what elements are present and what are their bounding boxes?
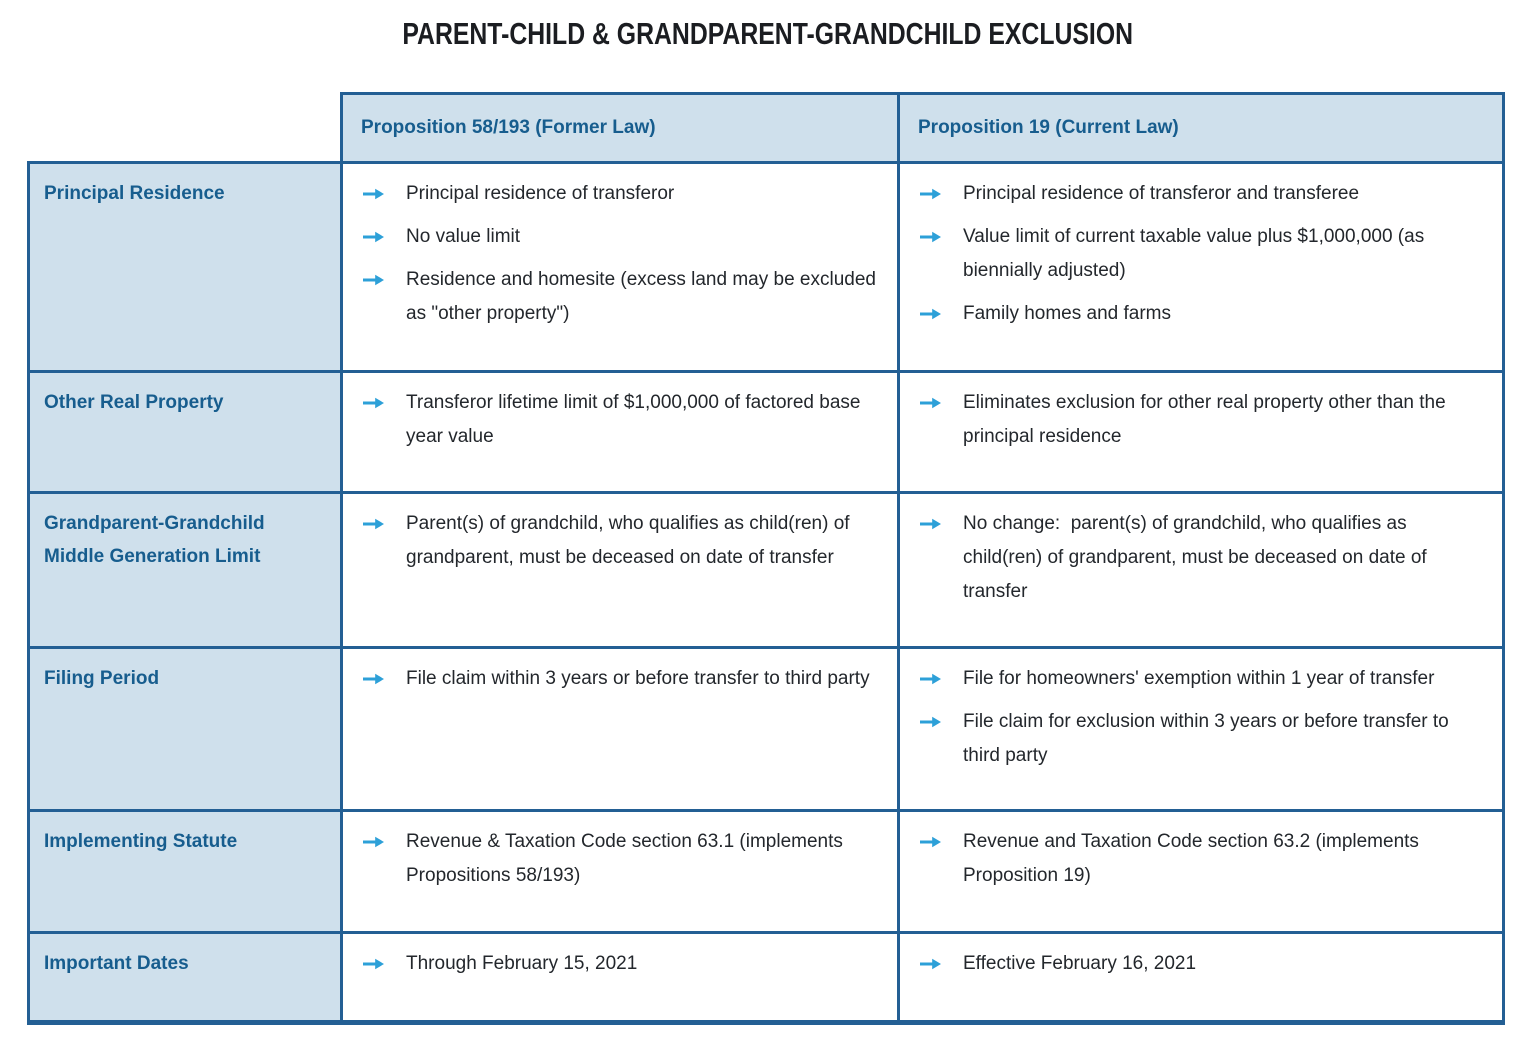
- arrow-right-icon: [920, 231, 941, 243]
- bullet-text: Eliminates exclusion for other real prop…: [963, 392, 1446, 447]
- cell-former-law: Revenue & Taxation Code section 63.1 (im…: [340, 809, 900, 934]
- list-item: Transferor lifetime limit of $1,000,000 …: [363, 386, 881, 454]
- list-item: Effective February 16, 2021: [920, 947, 1486, 981]
- bullet-text: Revenue and Taxation Code section 63.2 (…: [963, 831, 1419, 886]
- list-item: Revenue & Taxation Code section 63.1 (im…: [363, 825, 881, 893]
- cell-current-law: Eliminates exclusion for other real prop…: [897, 370, 1505, 494]
- table-row-implementing-statute: Implementing Statute Revenue & Taxation …: [27, 809, 1505, 934]
- bullet-text: Family homes and farms: [963, 303, 1172, 324]
- table-row-principal-residence: Principal Residence Principal residence …: [27, 161, 1505, 373]
- table-row-filing-period: Filing Period File claim within 3 years …: [27, 646, 1505, 812]
- cell-current-law: File for homeowners' exemption within 1 …: [897, 646, 1505, 812]
- row-label: Filing Period: [27, 646, 343, 812]
- cell-former-law: Through February 15, 2021: [340, 931, 900, 1025]
- table-row-grandparent-grandchild: Grandparent-Grandchild Middle Generation…: [27, 491, 1505, 649]
- table-row-important-dates: Important Dates Through February 15, 202…: [27, 931, 1505, 1025]
- list-item: Eliminates exclusion for other real prop…: [920, 386, 1486, 454]
- list-item: Principal residence of transferor: [363, 177, 881, 211]
- row-label: Grandparent-Grandchild Middle Generation…: [27, 491, 343, 649]
- bullet-text: Effective February 16, 2021: [963, 953, 1197, 974]
- bullet-text: No change: parent(s) of grandchild, who …: [963, 513, 1427, 602]
- list-item: Parent(s) of grandchild, who qualifies a…: [363, 507, 881, 575]
- arrow-right-icon: [363, 673, 384, 685]
- cell-former-law: Parent(s) of grandchild, who qualifies a…: [340, 491, 900, 649]
- row-label: Principal Residence: [27, 161, 343, 373]
- list-item: Through February 15, 2021: [363, 947, 881, 981]
- arrow-right-icon: [920, 958, 941, 970]
- bullet-text: No value limit: [406, 226, 521, 247]
- bullet-text: Revenue & Taxation Code section 63.1 (im…: [406, 831, 843, 886]
- arrow-right-icon: [363, 397, 384, 409]
- cell-current-law: No change: parent(s) of grandchild, who …: [897, 491, 1505, 649]
- header-row: Proposition 58/193 (Former Law) Proposit…: [28, 92, 1505, 164]
- list-item: No value limit: [363, 220, 881, 254]
- arrow-right-icon: [920, 716, 941, 728]
- arrow-right-icon: [363, 188, 384, 200]
- arrow-right-icon: [363, 958, 384, 970]
- bullet-text: Parent(s) of grandchild, who qualifies a…: [406, 513, 850, 568]
- bullet-text: File claim for exclusion within 3 years …: [963, 711, 1449, 766]
- comparison-table: Proposition 58/193 (Former Law) Proposit…: [27, 92, 1505, 1025]
- arrow-right-icon: [363, 836, 384, 848]
- arrow-right-icon: [920, 397, 941, 409]
- list-item: Value limit of current taxable value plu…: [920, 220, 1486, 288]
- list-item: Family homes and farms: [920, 297, 1486, 331]
- row-label: Other Real Property: [27, 370, 343, 494]
- column-header-former-law: Proposition 58/193 (Former Law): [340, 92, 900, 164]
- bullet-text: Value limit of current taxable value plu…: [963, 226, 1425, 281]
- arrow-right-icon: [363, 231, 384, 243]
- bullet-text: Transferor lifetime limit of $1,000,000 …: [406, 392, 861, 447]
- bullet-text: Through February 15, 2021: [406, 953, 638, 974]
- cell-current-law: Revenue and Taxation Code section 63.2 (…: [897, 809, 1505, 934]
- list-item: Residence and homesite (excess land may …: [363, 263, 881, 331]
- cell-former-law: Transferor lifetime limit of $1,000,000 …: [340, 370, 900, 494]
- row-label: Important Dates: [27, 931, 343, 1025]
- list-item: Revenue and Taxation Code section 63.2 (…: [920, 825, 1486, 893]
- cell-former-law: File claim within 3 years or before tran…: [340, 646, 900, 812]
- bullet-text: File for homeowners' exemption within 1 …: [963, 668, 1435, 689]
- list-item: File claim for exclusion within 3 years …: [920, 705, 1486, 773]
- bullet-text: Principal residence of transferor: [406, 183, 675, 204]
- page-title-text: PARENT-CHILD & GRANDPARENT-GRANDCHILD EX…: [402, 16, 1134, 51]
- arrow-right-icon: [920, 836, 941, 848]
- row-label: Implementing Statute: [27, 809, 343, 934]
- arrow-right-icon: [920, 308, 941, 320]
- list-item: File for homeowners' exemption within 1 …: [920, 662, 1486, 696]
- bullet-text: Residence and homesite (excess land may …: [406, 269, 876, 324]
- cell-current-law: Principal residence of transferor and tr…: [897, 161, 1505, 373]
- arrow-right-icon: [920, 673, 941, 685]
- list-item: Principal residence of transferor and tr…: [920, 177, 1486, 211]
- arrow-right-icon: [920, 518, 941, 530]
- empty-corner-cell: [28, 93, 342, 163]
- table-row-other-real-property: Other Real Property Transferor lifetime …: [27, 370, 1505, 494]
- arrow-right-icon: [920, 188, 941, 200]
- arrow-right-icon: [363, 274, 384, 286]
- cell-former-law: Principal residence of transferor No val…: [340, 161, 900, 373]
- list-item: File claim within 3 years or before tran…: [363, 662, 881, 696]
- arrow-right-icon: [363, 518, 384, 530]
- bullet-text: File claim within 3 years or before tran…: [406, 668, 870, 689]
- page-title: PARENT-CHILD & GRANDPARENT-GRANDCHILD EX…: [0, 16, 1536, 52]
- cell-current-law: Effective February 16, 2021: [897, 931, 1505, 1025]
- column-header-current-law: Proposition 19 (Current Law): [897, 92, 1505, 164]
- bullet-text: Principal residence of transferor and tr…: [963, 183, 1360, 204]
- list-item: No change: parent(s) of grandchild, who …: [920, 507, 1486, 609]
